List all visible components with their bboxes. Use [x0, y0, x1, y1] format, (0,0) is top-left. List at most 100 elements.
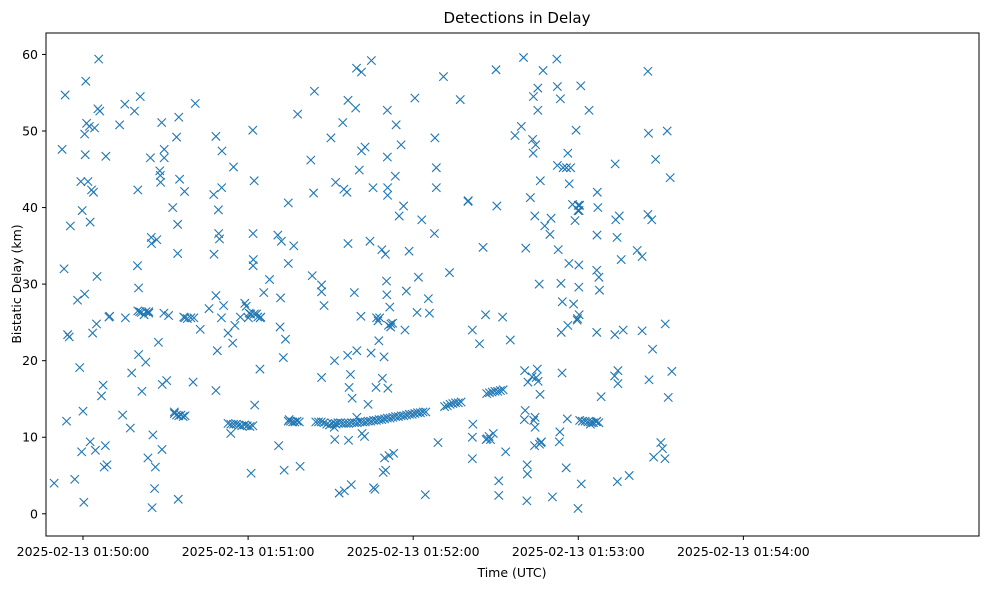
data-point: [391, 120, 401, 130]
data-point: [557, 368, 567, 378]
data-point: [591, 417, 601, 427]
data-point: [546, 213, 556, 223]
data-point: [431, 163, 441, 173]
y-tick-label: 50: [22, 123, 38, 138]
data-point: [375, 313, 385, 323]
data-point: [371, 382, 381, 393]
data-point: [651, 154, 661, 164]
data-point: [528, 91, 539, 102]
data-point: [343, 435, 354, 445]
x-tick-label: 2025-02-13 01:53:00: [512, 544, 645, 559]
data-point: [255, 364, 265, 374]
data-point: [253, 312, 263, 322]
data-point: [89, 123, 100, 133]
data-point: [552, 82, 562, 92]
data-point: [561, 163, 572, 173]
data-point: [129, 106, 140, 116]
data-point: [342, 187, 352, 197]
data-point: [343, 95, 353, 105]
data-point: [294, 417, 304, 427]
data-point: [241, 301, 251, 311]
data-point: [660, 454, 670, 464]
data-point: [570, 215, 580, 226]
y-axis-label: Bistatic Delay (km): [9, 224, 24, 343]
x-tick-label: 2025-02-13 01:52:00: [347, 544, 480, 559]
data-point: [168, 202, 178, 213]
data-point: [382, 290, 392, 300]
data-point: [228, 338, 238, 348]
data-point: [613, 379, 623, 389]
data-point: [84, 121, 94, 131]
data-point: [366, 348, 376, 358]
data-point: [85, 217, 95, 227]
data-point: [246, 468, 256, 478]
data-point: [157, 117, 167, 128]
data-point: [283, 198, 293, 208]
data-point: [505, 335, 515, 345]
data-point: [474, 339, 485, 349]
data-point: [180, 411, 190, 421]
data-point: [576, 479, 586, 489]
data-point: [211, 131, 221, 141]
data-point: [643, 66, 653, 76]
data-point: [147, 503, 157, 513]
data-point: [535, 176, 545, 186]
data-point: [92, 271, 102, 282]
data-point: [523, 377, 533, 387]
data-point: [219, 300, 229, 311]
data-point: [575, 200, 585, 210]
data-point: [145, 153, 156, 163]
data-point: [385, 302, 395, 312]
data-point: [665, 173, 675, 183]
data-point: [95, 106, 105, 116]
data-point: [370, 484, 380, 494]
data-point: [351, 103, 361, 113]
data-point: [173, 219, 183, 229]
plot-marks: [49, 52, 677, 514]
data-point: [162, 375, 172, 386]
x-axis-label: Time (UTC): [476, 565, 546, 580]
data-point: [612, 232, 622, 243]
data-point: [520, 405, 530, 416]
data-point: [467, 432, 477, 442]
data-point: [386, 319, 396, 329]
data-point: [156, 177, 166, 187]
data-point: [338, 117, 348, 128]
data-point: [632, 245, 642, 256]
data-point: [584, 105, 594, 115]
data-point: [488, 428, 498, 438]
data-point: [518, 52, 529, 63]
data-point: [384, 451, 394, 461]
data-point: [70, 474, 80, 484]
data-point: [385, 413, 395, 423]
data-point: [563, 320, 573, 331]
data-point: [256, 312, 266, 322]
data-point: [390, 171, 400, 181]
data-point: [174, 112, 184, 122]
data-point: [120, 99, 130, 109]
plot-area-frame: [45, 32, 980, 537]
data-point: [564, 258, 574, 269]
data-point: [316, 372, 327, 383]
data-point: [374, 336, 384, 346]
data-point: [366, 55, 376, 66]
data-point: [190, 98, 200, 109]
data-point: [516, 121, 526, 131]
data-point: [324, 420, 335, 430]
data-point: [152, 235, 162, 245]
data-point: [80, 289, 90, 299]
data-point: [663, 392, 673, 403]
data-point: [356, 311, 366, 321]
data-point: [379, 352, 389, 362]
data-point: [61, 416, 72, 426]
data-point: [372, 313, 382, 323]
data-point: [343, 238, 353, 249]
data-point: [85, 437, 95, 447]
data-point: [404, 246, 414, 256]
data-point: [610, 159, 620, 169]
data-point: [150, 462, 160, 472]
data-point: [179, 186, 190, 197]
data-point: [536, 437, 547, 447]
data-point: [144, 308, 154, 318]
